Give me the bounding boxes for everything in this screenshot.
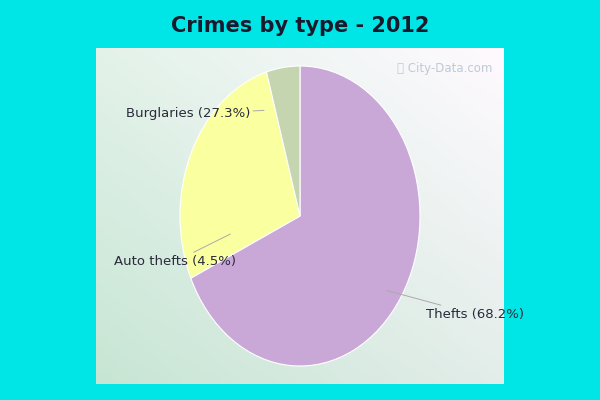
Wedge shape <box>180 72 300 278</box>
Text: Auto thefts (4.5%): Auto thefts (4.5%) <box>114 234 236 268</box>
Text: Crimes by type - 2012: Crimes by type - 2012 <box>171 16 429 36</box>
Wedge shape <box>266 66 300 216</box>
Text: Burglaries (27.3%): Burglaries (27.3%) <box>126 108 264 120</box>
Text: Thefts (68.2%): Thefts (68.2%) <box>386 290 524 321</box>
Text: ⓘ City-Data.com: ⓘ City-Data.com <box>397 62 492 75</box>
Wedge shape <box>191 66 420 366</box>
